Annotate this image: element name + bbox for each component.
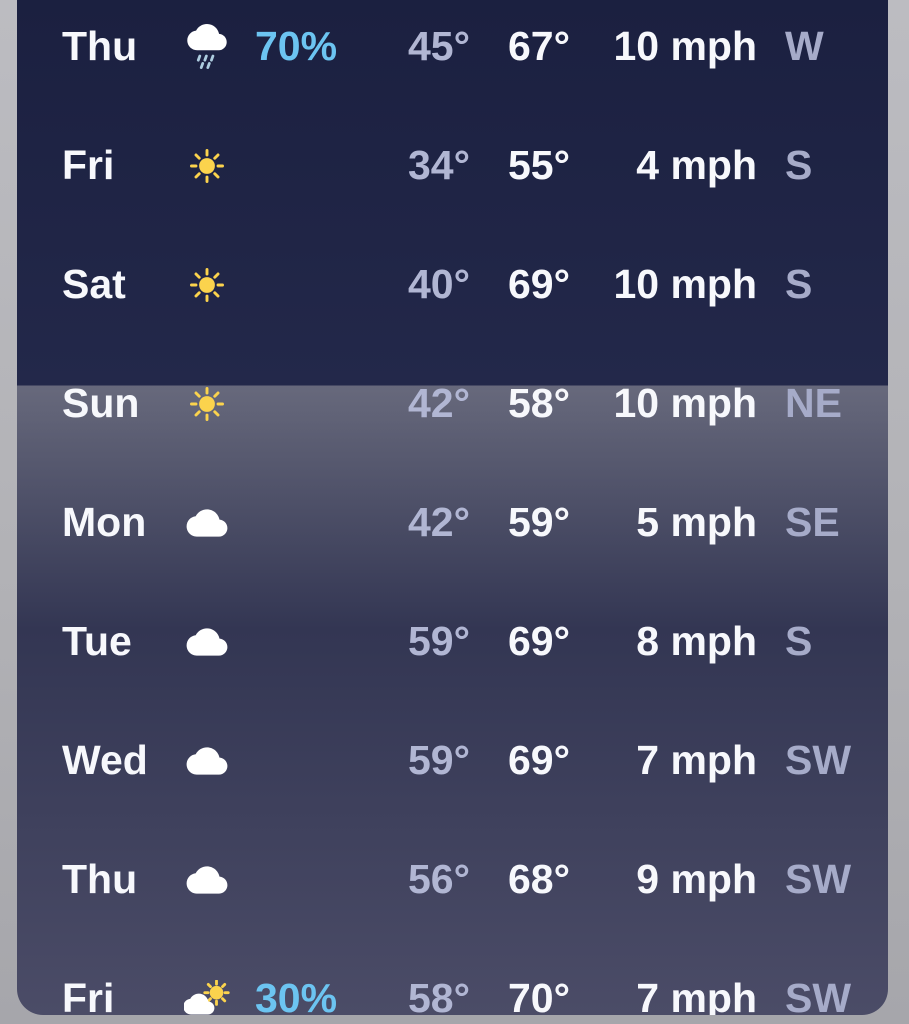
forecast-row[interactable]: Thu bbox=[17, 820, 888, 939]
precip-chance: 30% bbox=[255, 975, 338, 1015]
low-temp: 59° bbox=[407, 737, 470, 783]
low-temp: 42° bbox=[407, 499, 470, 545]
sun-icon bbox=[190, 148, 224, 183]
condition-icon bbox=[177, 863, 237, 897]
wind-direction: S bbox=[785, 261, 813, 307]
low-temp: 59° bbox=[407, 618, 470, 664]
condition-icon bbox=[177, 979, 237, 1016]
forecast-list: Thu bbox=[17, 0, 888, 1015]
high-temp: 59° bbox=[507, 499, 570, 545]
cloud-icon bbox=[186, 627, 228, 656]
sun-icon bbox=[190, 386, 224, 421]
cloud-icon bbox=[186, 746, 228, 775]
wind-speed: 5 mph bbox=[636, 499, 757, 545]
day-label: Mon bbox=[62, 499, 147, 545]
cloud-icon bbox=[186, 508, 228, 537]
precip-chance: 70% bbox=[255, 23, 338, 69]
day-label: Fri bbox=[62, 975, 115, 1015]
cloud-icon bbox=[186, 865, 228, 894]
high-temp: 55° bbox=[507, 142, 570, 188]
high-temp: 70° bbox=[507, 975, 570, 1015]
day-label: Wed bbox=[62, 737, 148, 783]
low-temp: 34° bbox=[407, 142, 470, 188]
forecast-row[interactable]: Thu bbox=[17, 0, 888, 106]
wind-speed: 10 mph bbox=[613, 380, 757, 426]
low-temp: 40° bbox=[407, 261, 470, 307]
low-temp: 58° bbox=[407, 975, 470, 1015]
low-temp: 42° bbox=[407, 380, 470, 426]
wind-speed: 10 mph bbox=[613, 23, 757, 69]
day-label: Sat bbox=[62, 261, 126, 307]
day-label: Tue bbox=[62, 618, 132, 664]
condition-icon bbox=[177, 386, 237, 422]
wind-direction: SE bbox=[785, 499, 840, 545]
wind-speed: 8 mph bbox=[636, 618, 757, 664]
wind-direction: SW bbox=[785, 975, 852, 1015]
condition-icon bbox=[177, 267, 237, 303]
wind-speed: 7 mph bbox=[636, 737, 757, 783]
wind-speed: 10 mph bbox=[613, 261, 757, 307]
sun-behind-cloud-icon bbox=[184, 979, 230, 1014]
wind-direction: W bbox=[785, 23, 824, 69]
high-temp: 69° bbox=[507, 737, 570, 783]
condition-icon bbox=[177, 625, 237, 659]
day-label: Sun bbox=[62, 380, 140, 426]
wind-speed: 9 mph bbox=[636, 856, 757, 902]
wind-direction: S bbox=[785, 618, 813, 664]
low-temp: 45° bbox=[407, 23, 470, 69]
day-label: Thu bbox=[62, 856, 138, 902]
low-temp: 56° bbox=[407, 856, 470, 902]
forecast-row[interactable]: Sat bbox=[17, 225, 888, 344]
sun-icon bbox=[190, 267, 224, 302]
forecast-row[interactable]: Fri bbox=[17, 106, 888, 225]
condition-icon bbox=[177, 506, 237, 540]
high-temp: 58° bbox=[507, 380, 570, 426]
day-label: Thu bbox=[62, 23, 138, 69]
forecast-row[interactable]: Fri bbox=[17, 939, 888, 1015]
wind-speed: 7 mph bbox=[636, 975, 757, 1015]
forecast-row[interactable]: Mon bbox=[17, 463, 888, 582]
condition-icon bbox=[177, 148, 237, 184]
condition-icon bbox=[177, 23, 237, 70]
high-temp: 69° bbox=[507, 618, 570, 664]
high-temp: 68° bbox=[507, 856, 570, 902]
forecast-row[interactable]: Sun bbox=[17, 344, 888, 463]
wind-direction: S bbox=[785, 142, 813, 188]
wind-direction: NE bbox=[785, 380, 842, 426]
forecast-row[interactable]: Wed bbox=[17, 701, 888, 820]
wind-speed: 4 mph bbox=[636, 142, 757, 188]
forecast-row[interactable]: Tue bbox=[17, 582, 888, 701]
condition-icon bbox=[177, 744, 237, 778]
day-label: Fri bbox=[62, 142, 115, 188]
wind-direction: SW bbox=[785, 737, 852, 783]
wind-direction: SW bbox=[785, 856, 852, 902]
high-temp: 67° bbox=[507, 23, 570, 69]
high-temp: 69° bbox=[507, 261, 570, 307]
rain-cloud-icon bbox=[187, 23, 227, 69]
forecast-card: Thu bbox=[17, 0, 888, 1015]
